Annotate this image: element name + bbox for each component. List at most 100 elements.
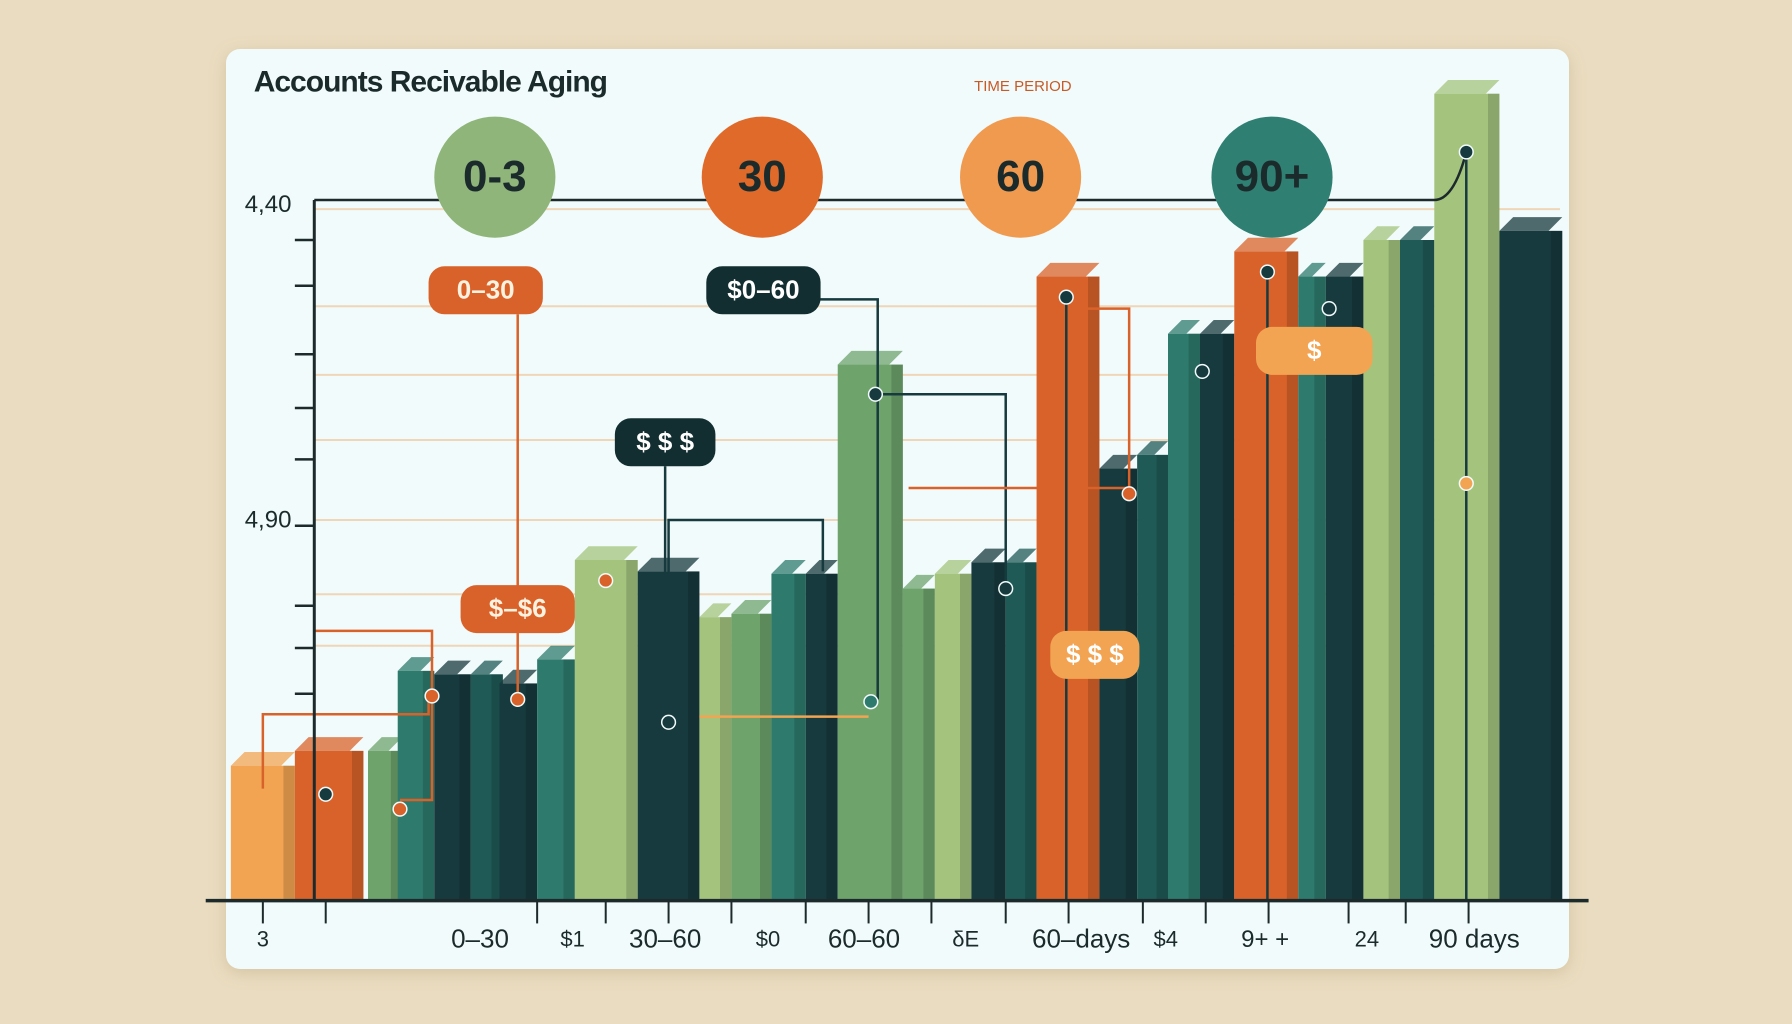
- bar-shade: [626, 560, 638, 901]
- tag: [614, 418, 716, 467]
- badge-label: 90+: [1235, 152, 1310, 201]
- x-axis-label: δE: [952, 926, 979, 951]
- x-axis-label: 0–30: [451, 923, 509, 953]
- bar: [470, 674, 503, 901]
- x-axis-label: 3: [257, 926, 269, 951]
- connector: [1068, 307, 1131, 494]
- bar-shade: [352, 750, 364, 901]
- connector-dot: [1194, 363, 1210, 380]
- tag-label: $: [1307, 335, 1322, 365]
- connector-dot: [863, 694, 879, 710]
- bar-shade: [1286, 251, 1299, 901]
- bar: [574, 560, 638, 901]
- connector-dot: [660, 714, 677, 730]
- x-axis-label: 90 days: [1429, 923, 1520, 953]
- bar-shade: [563, 659, 575, 901]
- timeline: [314, 151, 1468, 202]
- bar: [499, 683, 538, 901]
- badge: [960, 116, 1082, 238]
- x-axis-label: 60–days: [1032, 923, 1130, 953]
- bar-top: [537, 645, 575, 660]
- badge-label: 0-3: [463, 152, 527, 201]
- badge-label: 60: [996, 152, 1045, 201]
- bar-shade: [1188, 333, 1200, 901]
- bar-top: [699, 603, 732, 618]
- bar: [1298, 276, 1326, 901]
- bar: [1099, 468, 1138, 901]
- bar: [805, 573, 838, 901]
- bar-shade: [1352, 276, 1364, 901]
- bar-top: [368, 737, 403, 751]
- connector: [795, 298, 879, 700]
- bar: [368, 750, 403, 901]
- badge: [434, 116, 556, 238]
- bar: [1400, 240, 1435, 901]
- connector-dot: [1321, 300, 1337, 317]
- bar: [1200, 333, 1235, 901]
- bar-shade: [283, 765, 295, 901]
- bar-shade: [794, 573, 806, 901]
- badge: [1211, 116, 1333, 238]
- tag-label: $0–60: [727, 274, 799, 304]
- connector-dot: [318, 786, 334, 802]
- bar-top: [1234, 237, 1299, 252]
- bar: [771, 573, 806, 901]
- tag: [1050, 630, 1140, 679]
- bar-top: [1298, 262, 1326, 277]
- bar-top: [771, 560, 806, 574]
- bar-top: [1168, 320, 1200, 334]
- bar: [1168, 333, 1200, 901]
- bar-top: [1363, 226, 1400, 240]
- bar-top: [1400, 226, 1435, 240]
- bar-shade: [923, 588, 935, 901]
- bar: [434, 674, 471, 901]
- bar-top: [1499, 217, 1563, 231]
- x-axis-label: $1: [560, 926, 584, 951]
- connector-dot: [1259, 264, 1276, 280]
- bar-shade: [1314, 276, 1326, 901]
- bar-shade: [1422, 240, 1435, 901]
- bar-top: [837, 350, 903, 365]
- tag-label: $ $ $: [1066, 639, 1124, 669]
- tag: [706, 266, 821, 315]
- bar-top: [397, 657, 435, 671]
- bar-top: [1099, 454, 1138, 469]
- bar-shade: [1550, 230, 1563, 901]
- tag-label: 0–30: [457, 274, 515, 304]
- connector-dot: [1458, 475, 1474, 492]
- bar-top: [1005, 548, 1037, 563]
- connector-dot: [510, 691, 526, 708]
- badge: [701, 116, 823, 238]
- bar: [1005, 562, 1037, 901]
- connector: [261, 699, 430, 789]
- x-axis-label: $4: [1153, 926, 1177, 951]
- bar-top: [934, 560, 972, 574]
- x-axis-label: 9+ +: [1241, 926, 1289, 953]
- bar: [837, 364, 903, 901]
- bar-top: [1325, 262, 1364, 277]
- bar-top: [902, 574, 935, 589]
- bar-shade: [688, 571, 700, 901]
- bar: [1137, 454, 1168, 901]
- bar: [971, 562, 1006, 901]
- bar-top: [434, 660, 471, 675]
- bar-top: [1434, 80, 1500, 94]
- subtitle: TIME PERIOD: [974, 78, 1072, 95]
- bar-shade: [491, 674, 503, 901]
- bar: [902, 588, 935, 901]
- bar: [1499, 230, 1563, 901]
- bar: [1325, 276, 1364, 901]
- bar-top: [574, 546, 638, 560]
- tag: [428, 266, 543, 315]
- connector: [314, 629, 434, 802]
- bar-shade: [891, 364, 903, 901]
- bar-shade: [994, 562, 1006, 901]
- bar-shade: [1222, 333, 1235, 901]
- chart-title: Accounts Recivable Aging: [254, 65, 607, 98]
- bar-shade: [459, 674, 471, 901]
- tag: [460, 585, 575, 634]
- connector-dot: [1121, 486, 1137, 502]
- bar-top: [1200, 320, 1235, 334]
- connector-dot: [1458, 144, 1474, 160]
